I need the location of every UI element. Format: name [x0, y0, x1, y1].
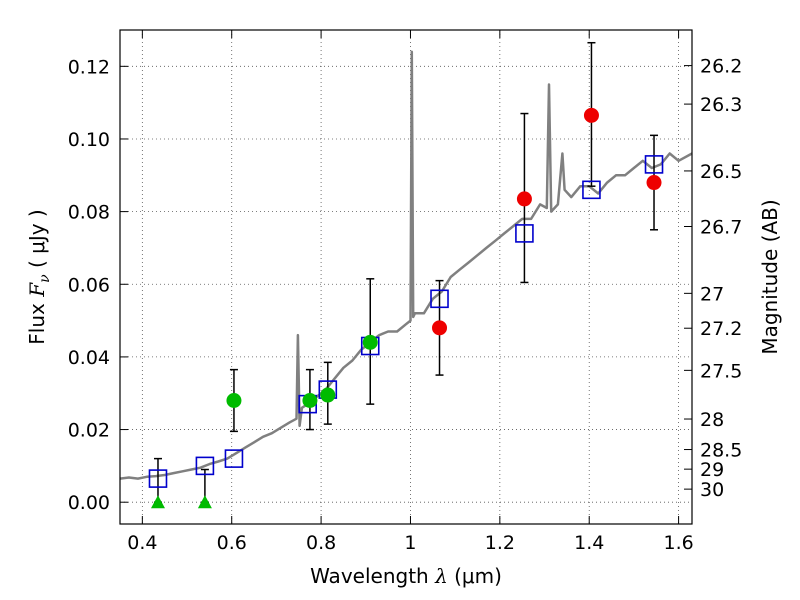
- y-axis-label-right: Magnitude (AB): [758, 199, 782, 354]
- magnitude-tick-label: 27.5: [700, 360, 742, 382]
- model-sed-line: [119, 50, 693, 480]
- model-photometry-square: [430, 289, 449, 309]
- model-photometry-square: [644, 155, 664, 174]
- grid: [120, 30, 692, 524]
- y-axis-label: Flux Fν ( μJy ): [25, 209, 53, 344]
- red-data-point: [432, 320, 448, 336]
- model-photometry-square: [582, 180, 601, 200]
- y-tick-label: 0.02: [68, 420, 110, 442]
- model-photometry-square: [515, 224, 534, 243]
- x-tick-label: 1: [404, 532, 416, 554]
- x-tick-label: 1.2: [485, 532, 515, 554]
- plot-frame: [119, 29, 693, 525]
- y-tick-label: 0.04: [68, 347, 110, 369]
- y-tick-label: 0.00: [68, 492, 110, 514]
- magnitude-tick-label: 26.2: [700, 56, 742, 78]
- magnitude-tick-label: 27: [700, 283, 724, 305]
- y-tick-label: 0.12: [68, 56, 110, 78]
- magnitude-tick-label: 26.5: [700, 161, 742, 183]
- axes: 0.4 0.6 0.8 1 1.2 1.4 1.6 0.00 0.02 0.04 0.06 0.08 0…: [68, 30, 742, 554]
- y-tick-label: 0.08: [68, 202, 110, 224]
- green-data-point: [226, 393, 242, 408]
- plot-area: [119, 41, 693, 509]
- green-data-point: [320, 387, 336, 403]
- green-data-point: [362, 334, 378, 350]
- x-tick-label: 0.4: [127, 532, 157, 554]
- magnitude-tick-label: 26.7: [700, 217, 742, 239]
- x-tick-label: 0.8: [306, 532, 336, 554]
- x-tick-label: 0.6: [217, 532, 247, 554]
- model-photometry-square: [224, 449, 244, 468]
- model-photometry-square: [148, 469, 168, 488]
- y-tick-label: 0.06: [68, 274, 110, 296]
- magnitude-tick-label: 28: [700, 409, 724, 431]
- x-tick-label: 1.6: [663, 532, 693, 554]
- green-data-point: [302, 393, 318, 408]
- magnitude-tick-label: 28.5: [700, 440, 742, 462]
- magnitude-tick-label: 27.2: [700, 318, 742, 340]
- green-upper-limit-triangle: [197, 495, 212, 509]
- red-data-point: [516, 191, 532, 207]
- model-photometry-square: [195, 456, 215, 476]
- green-upper-limit-triangle: [150, 495, 165, 509]
- y-tick-label: 0.10: [68, 129, 110, 151]
- magnitude-tick-label: 30: [700, 479, 724, 501]
- x-tick-label: 1.4: [574, 532, 604, 554]
- magnitude-tick-label: 29: [700, 459, 724, 481]
- x-axis-label: Wavelength λ (μm): [310, 564, 502, 588]
- red-data-point: [583, 107, 599, 123]
- magnitude-tick-label: 26.3: [700, 94, 742, 116]
- red-data-point: [646, 175, 662, 191]
